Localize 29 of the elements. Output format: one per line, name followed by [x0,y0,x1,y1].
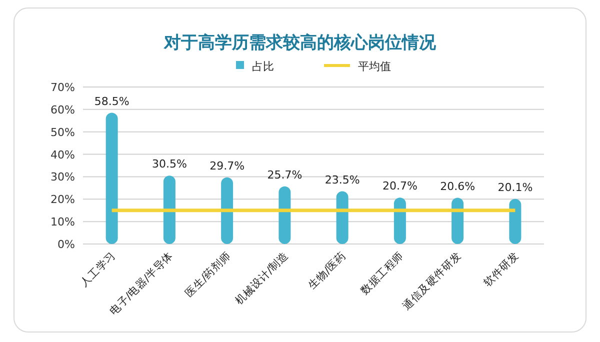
legend-label: 平均值 [358,60,391,73]
text: 20.6% [440,180,476,193]
y-tick-label: 20% [50,193,75,206]
bar [221,177,234,244]
bar [163,176,176,244]
x-tick-label: 软件研发 [482,250,522,290]
bar [106,112,118,244]
y-tick-label: 70% [50,81,75,94]
text: 20.1% [498,180,533,194]
text: 29.7% [210,159,245,172]
y-tick-label: 0% [58,238,75,251]
y-tick-label: 40% [50,148,75,162]
text: 20.7% [382,180,418,193]
x-tick-label: 医生/药剂师 [182,248,234,300]
y-tick-label: 50% [50,126,75,139]
bar [509,198,522,244]
x-tick-label: 数据工程师 [358,250,406,298]
text: 58.5% [94,94,130,108]
legend-label: 占比 [252,60,274,73]
y-tick-label: 30% [50,170,75,184]
x-tick-label: 机械设计/制造 [232,248,291,308]
text: 30.5% [152,158,187,171]
x-tick-label: 生物/医药 [306,248,348,292]
text: 23.5% [324,173,360,186]
x-tick-label: 人工学习 [78,250,118,290]
y-tick-label: 60% [50,103,75,116]
chart-title: 对于高学历需求较高的核心岗位情况 [163,33,437,53]
text: 25.7% [267,168,302,182]
y-tick-label: 10% [50,216,75,229]
